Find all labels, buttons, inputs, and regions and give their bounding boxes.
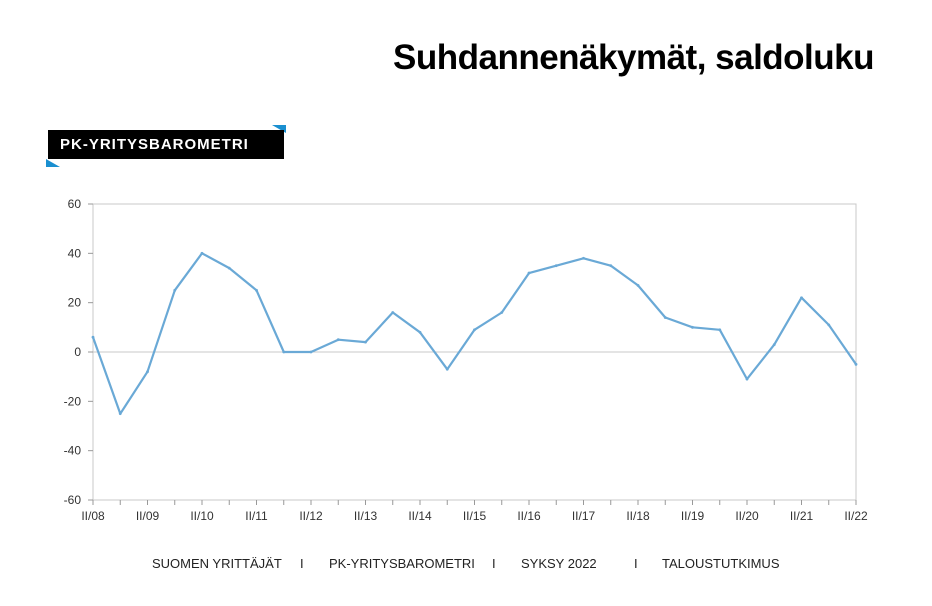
data-point — [173, 288, 177, 292]
data-point — [718, 328, 722, 332]
x-tick-label: II/16 — [517, 509, 541, 523]
x-tick-label: II/08 — [81, 509, 105, 523]
data-point — [854, 362, 858, 366]
footer-org: SUOMEN YRITTÄJÄT — [152, 556, 282, 571]
y-tick-label: -60 — [64, 493, 82, 507]
data-point — [745, 377, 749, 381]
data-point — [336, 338, 340, 342]
x-tick-label: II/21 — [790, 509, 814, 523]
data-point — [445, 367, 449, 371]
x-tick-label: II/22 — [844, 509, 868, 523]
data-point — [418, 330, 422, 334]
footer-unit: TALOUSTUTKIMUS — [662, 556, 780, 571]
x-tick-label: II/09 — [136, 509, 160, 523]
footer-separator: I — [634, 556, 638, 571]
data-point — [609, 264, 613, 268]
footer-survey: PK-YRITYSBAROMETRI — [329, 556, 475, 571]
page-title: Suhdannenäkymät, saldoluku — [393, 38, 875, 77]
data-point — [473, 328, 476, 332]
data-point — [527, 271, 531, 275]
data-point — [772, 343, 776, 346]
data-point — [282, 350, 286, 354]
data-point — [636, 284, 640, 287]
series-line — [91, 252, 858, 415]
data-point — [227, 266, 231, 270]
x-tick-label: II/13 — [354, 509, 378, 523]
x-tick-label: II/11 — [245, 509, 268, 523]
x-tick-label: II/15 — [463, 509, 487, 523]
data-point — [691, 325, 694, 329]
data-point — [146, 370, 149, 374]
y-tick-label: -20 — [64, 394, 82, 408]
y-tick-label: 60 — [68, 197, 82, 211]
y-tick-label: -40 — [64, 444, 82, 458]
data-point — [391, 311, 395, 314]
data-point — [800, 296, 803, 300]
survey-badge-label: PK-YRITYSBAROMETRI — [48, 130, 284, 159]
data-point — [255, 288, 258, 292]
footer-separator: I — [300, 556, 304, 571]
x-tick-label: II/18 — [626, 509, 650, 523]
data-point — [91, 335, 95, 339]
y-tick-label: 20 — [68, 296, 82, 310]
x-tick-label: II/19 — [681, 509, 705, 523]
data-point — [500, 311, 504, 314]
x-tick-label: II/12 — [299, 509, 323, 523]
footer-period: SYKSY 2022 — [521, 556, 597, 571]
data-point — [118, 412, 122, 416]
y-tick-label: 40 — [68, 246, 82, 260]
data-point — [582, 256, 585, 260]
data-point — [200, 251, 204, 255]
x-tick-label: II/17 — [572, 509, 596, 523]
badge-corner-decoration — [46, 159, 60, 167]
footer-separator: I — [492, 556, 496, 571]
x-tick-label: II/10 — [190, 509, 214, 523]
footer: SUOMEN YRITTÄJÄT I PK-YRITYSBAROMETRI I … — [0, 556, 932, 576]
survey-badge: PK-YRITYSBAROMETRI — [46, 125, 286, 167]
badge-corner-decoration — [272, 125, 286, 133]
data-point — [554, 264, 558, 268]
data-point — [309, 350, 313, 354]
data-point — [364, 340, 367, 344]
x-tick-label: II/20 — [735, 509, 759, 523]
data-point — [827, 323, 831, 327]
data-point — [663, 316, 667, 319]
x-tick-label: II/14 — [408, 509, 432, 523]
y-tick-label: 0 — [74, 345, 81, 359]
